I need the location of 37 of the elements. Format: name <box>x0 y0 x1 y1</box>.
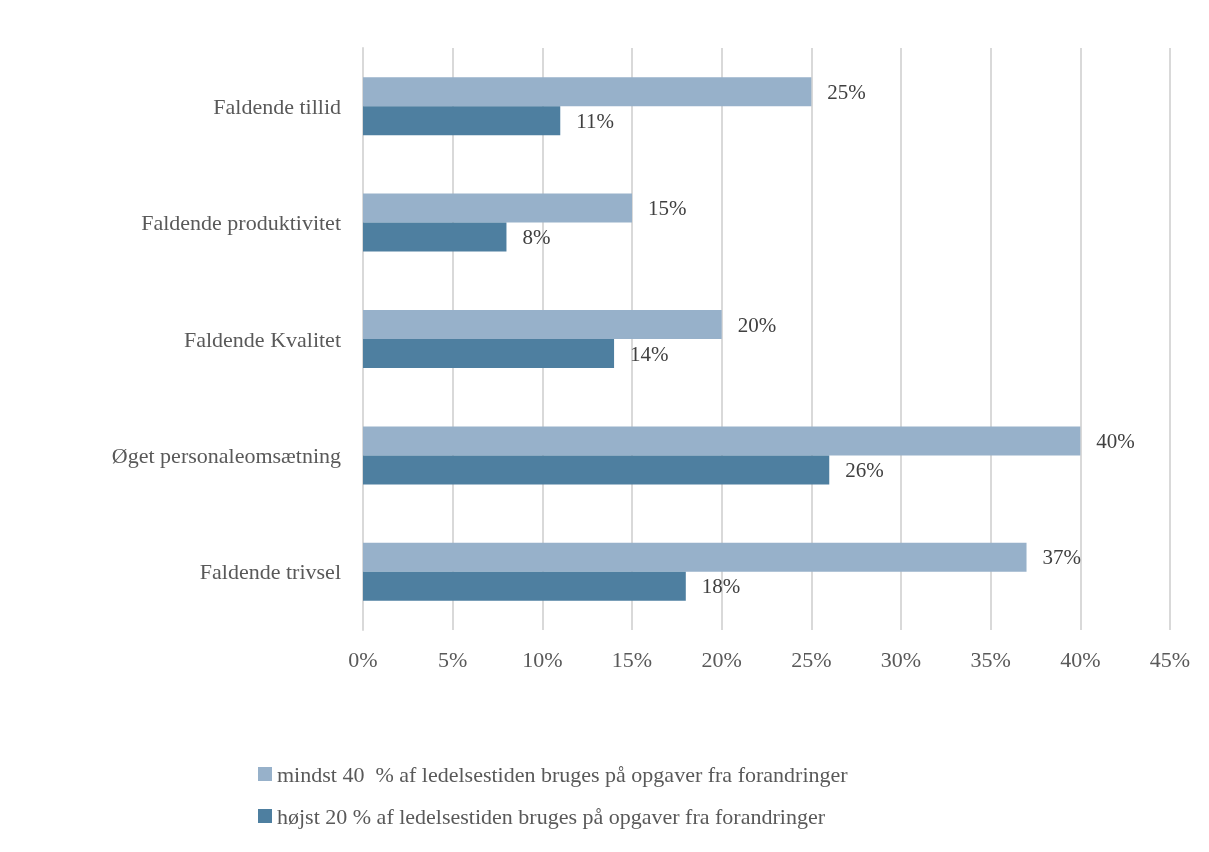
y-tick-label: Faldende trivsel <box>199 559 341 585</box>
y-tick-label: Øget personaleomsætning <box>111 442 341 468</box>
data-label: 37% <box>1042 545 1082 570</box>
bar <box>363 106 561 136</box>
data-label: 15% <box>648 196 687 221</box>
bar <box>363 310 722 339</box>
legend-label: mindst 40 % af ledelsestiden bruges på opgaver fra forandringer <box>277 761 849 787</box>
x-tick-label: 15% <box>611 646 653 672</box>
x-tick-label: 30% <box>880 646 922 672</box>
data-label: 26% <box>845 457 884 482</box>
data-label: 25% <box>827 79 866 104</box>
bar <box>363 77 812 107</box>
x-tick-label: 20% <box>701 646 742 672</box>
legend-label: højst 20 % af ledelsestiden bruges på opgaver fra forandringer <box>277 803 826 829</box>
data-label: 14% <box>630 341 669 366</box>
y-tick-label: Faldende Kvalitet <box>183 326 341 352</box>
y-tick-label: Faldende produktivitet <box>141 210 341 236</box>
x-tick-label: 40% <box>1060 646 1101 672</box>
data-label: 20% <box>737 312 777 337</box>
data-label: 40% <box>1096 428 1135 453</box>
x-tick-label: 45% <box>1149 646 1191 672</box>
bar <box>363 542 1027 572</box>
x-tick-label: 5% <box>438 646 468 672</box>
data-label: 18% <box>701 574 741 599</box>
bar <box>363 571 686 601</box>
bar <box>363 222 507 252</box>
x-tick-label: 35% <box>970 646 1011 672</box>
x-tick-label: 25% <box>791 646 832 672</box>
bar <box>363 426 1081 456</box>
bar <box>363 193 632 223</box>
data-label: 8% <box>522 225 551 250</box>
x-tick-label: 0% <box>348 646 378 672</box>
y-tick-label: Faldende tillid <box>213 93 341 119</box>
bar <box>363 339 615 368</box>
bar <box>363 455 830 485</box>
x-tick-label: 10% <box>522 646 563 672</box>
data-label: 11% <box>576 108 614 133</box>
